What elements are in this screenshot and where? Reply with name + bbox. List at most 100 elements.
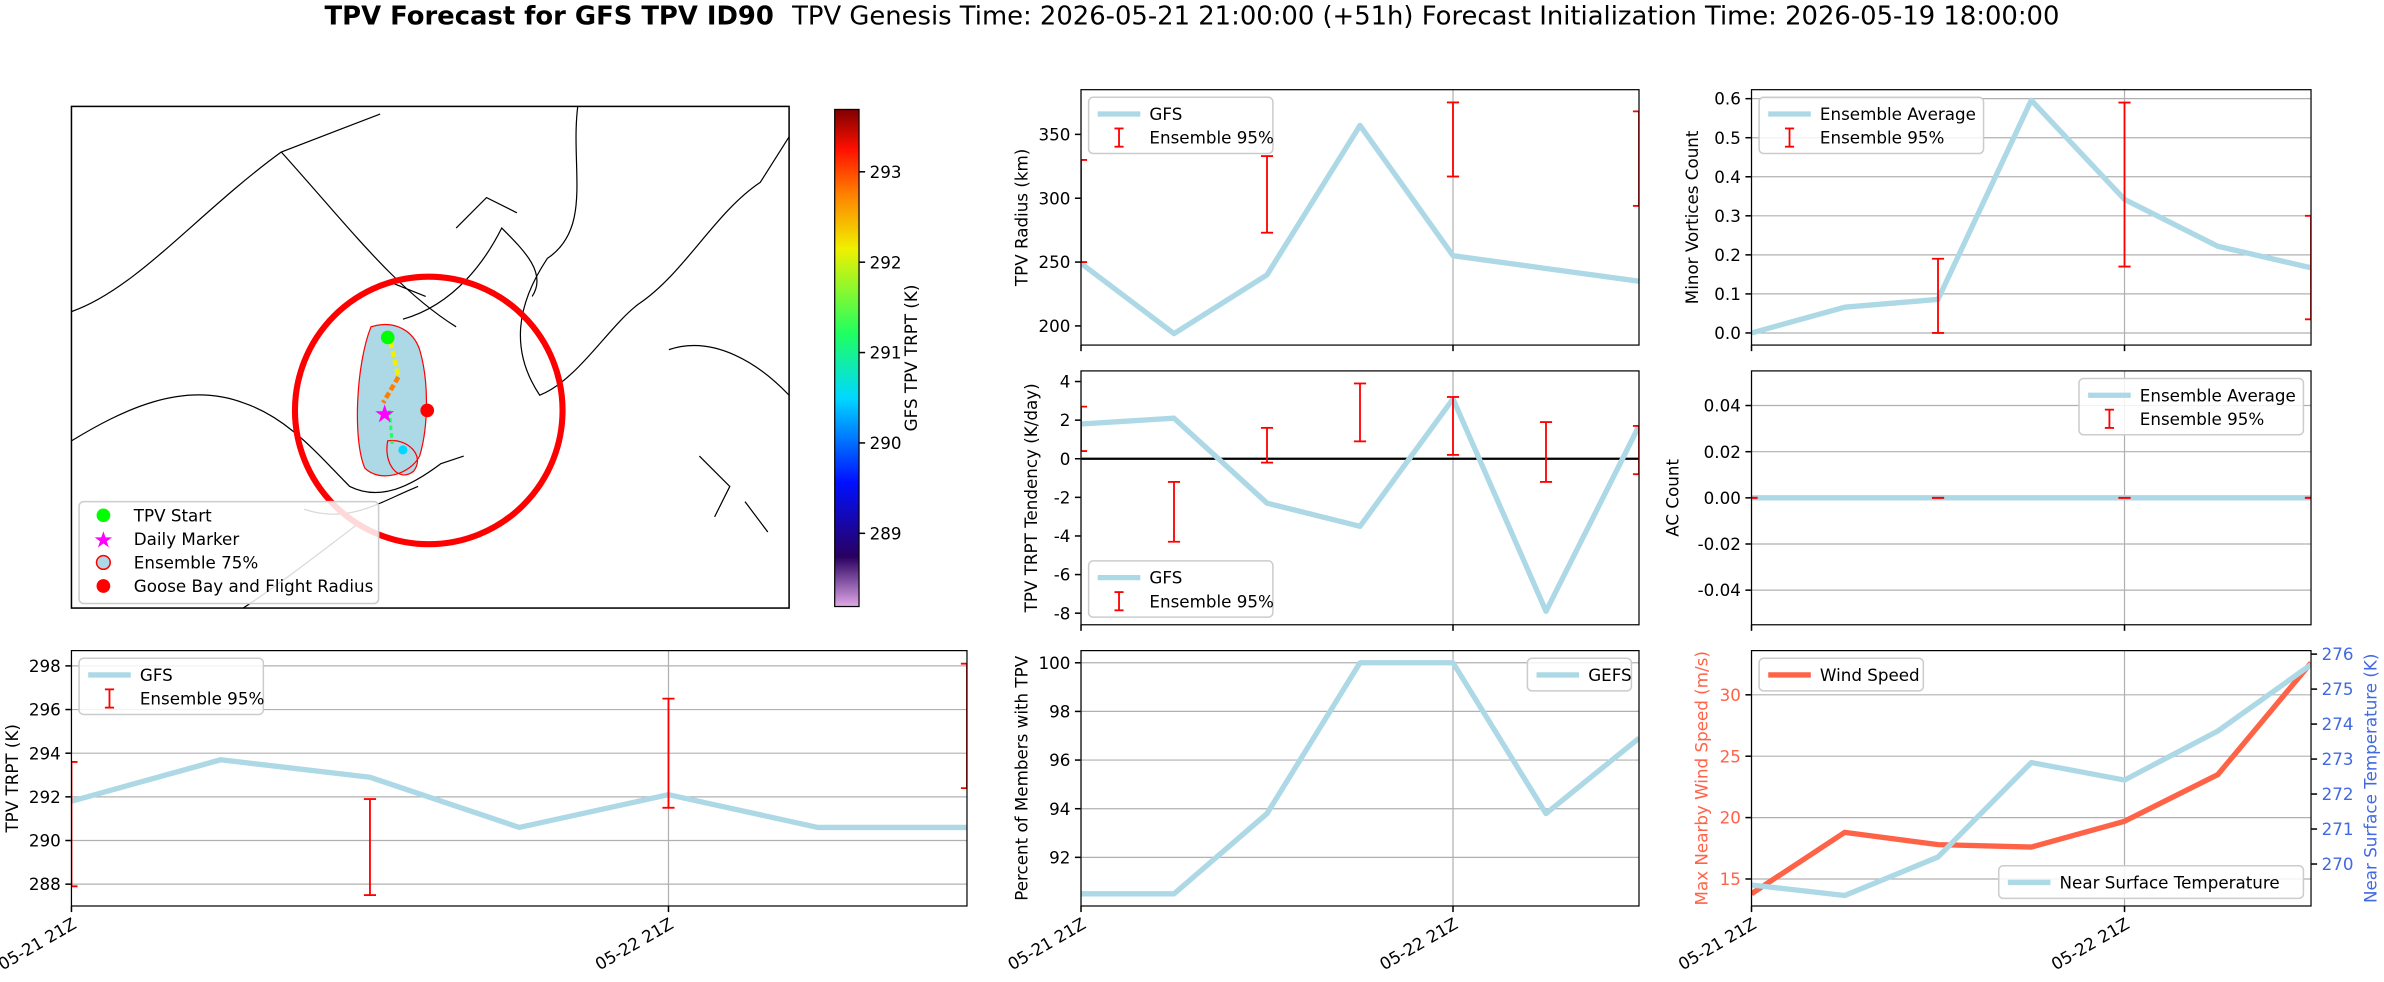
x-tick-label: 05-22 21Z: [1376, 913, 1461, 974]
legend-box: [1758, 96, 1985, 155]
y2-axis-label: Near Surface Temperature (K): [2361, 654, 2381, 903]
panel: 4 2 0 -2 -4 -6 -8 TPV TRPT Tendency (K/day) GFS E…: [1021, 370, 1640, 631]
y-tick-label: -0.04: [1698, 580, 1741, 600]
y-tick-label: 200: [1038, 316, 1070, 336]
error-bar: [1446, 396, 1460, 456]
flight-radius: [291, 273, 566, 548]
series: [71, 662, 967, 896]
legend-box: [2078, 377, 2305, 436]
y-tick-label: 350: [1038, 124, 1070, 144]
panel: 0.0 0.1 0.2 0.3 0.4 0.5 0.6 Minor Vortices Coun…: [1682, 89, 2312, 352]
daily-marker: [375, 404, 395, 423]
colorbar-bar: [834, 108, 860, 608]
y-tick-label: 94: [1049, 799, 1070, 819]
colorbar: 289 290 291 292 293 GFS TPV TRPT (K): [834, 108, 921, 608]
colorbar-tick-label: 289: [870, 523, 902, 543]
line: [71, 757, 967, 831]
colorbar-tick-label: 290: [870, 433, 902, 453]
y-tick-label: 0.1: [1714, 284, 1741, 304]
y-tick-label: 275: [2322, 679, 2354, 699]
line: [1081, 122, 1639, 337]
error-bar: [1081, 405, 1088, 452]
legend: Ensemble Average Ensemble 95%: [2078, 377, 2305, 436]
y-tick-label: 4: [1060, 372, 1071, 392]
error-bar: [1260, 426, 1274, 464]
panel: 288 290 292 294 296 298 05-21 21Z 05-22 21Z TPV …: [0, 650, 968, 974]
y-tick-label: 100: [1038, 653, 1070, 673]
error-bar: [2304, 214, 2312, 321]
y-tick-label: 15: [1720, 869, 1741, 889]
error-bar: [1260, 155, 1274, 234]
legend-label: Ensemble 95%: [1820, 128, 1944, 148]
y-tick-label: 30: [1720, 685, 1741, 705]
error-bar: [1446, 101, 1460, 178]
legend-label: Wind Speed: [1820, 665, 1920, 685]
series: [1081, 660, 1639, 897]
legend-label: GFS: [1149, 568, 1182, 588]
legend-label: Ensemble Average: [1820, 104, 1976, 124]
y-tick-label: 300: [1038, 188, 1070, 208]
ensemble-75-area: [356, 323, 428, 477]
plot-frame: [1750, 89, 2312, 346]
panel: 15 20 25 30 270 271 272 273 274 275 276 05-21 21Z 05…: [1675, 644, 2381, 974]
legend-label: GFS: [1149, 104, 1182, 124]
y-tick-label: 288: [29, 874, 61, 894]
y-tick-label: 273: [2322, 749, 2354, 769]
y-tick-label: 0.0: [1714, 323, 1741, 343]
legend-label: Ensemble 75%: [134, 553, 258, 573]
legend: Wind Speed: [1758, 657, 1925, 692]
y-tick-label: 290: [29, 831, 61, 851]
tpv-start: [380, 330, 395, 345]
colorbar-tick-label: 291: [870, 343, 902, 363]
line: [1751, 662, 2312, 899]
plot-frame: [1750, 650, 2312, 907]
y-tick-label: 0.04: [1704, 396, 1741, 416]
error-bar: [71, 761, 78, 888]
x-tick-label: 05-21 21Z: [0, 913, 80, 974]
line: [1751, 97, 2312, 336]
series: [1751, 661, 2312, 896]
y-tick-label: 2: [1060, 410, 1071, 430]
track: [381, 375, 401, 404]
subtitle: TPV Genesis Time: 2026-05-21 21:00:00 (+…: [791, 1, 2059, 31]
y-tick-label: -8: [1054, 603, 1071, 623]
y-tick-label: 92: [1049, 847, 1070, 867]
panel: 0.04 0.02 0.00 -0.02 -0.04 AC Count Ensemble A…: [1663, 370, 2312, 631]
legend-label: GFS: [140, 665, 173, 685]
legend-box: [1758, 657, 1925, 692]
legend-symbol: [95, 554, 111, 571]
plot-frame: [1080, 89, 1640, 346]
y-tick-label: 0.2: [1714, 245, 1741, 265]
legend-label: Ensemble 95%: [1149, 591, 1273, 611]
track-point: [398, 445, 408, 455]
x-tick-label: 05-21 21Z: [1004, 913, 1089, 974]
y-tick-label: 0.02: [1704, 442, 1741, 462]
plot-frame: [1080, 650, 1640, 907]
coastline: [519, 106, 790, 396]
legend: Ensemble Average Ensemble 95%: [1758, 96, 1985, 155]
y-tick-label: -2: [1054, 487, 1071, 507]
legend: GFS Ensemble 95%: [1087, 560, 1274, 618]
series: [71, 757, 967, 831]
legend-symbol: [96, 579, 111, 593]
y-tick-label: 274: [2322, 714, 2354, 734]
series: [1081, 122, 1639, 337]
plot-frame: [70, 650, 968, 907]
track: [388, 341, 401, 378]
y-tick-label: 0.6: [1714, 89, 1741, 109]
legend-symbol: [96, 508, 111, 523]
figure-title: TPV Forecast for GFS TPV ID90 TPV Genesis…: [325, 1, 2060, 31]
error-bar: [1931, 257, 1945, 334]
y-tick-label: -4: [1054, 526, 1071, 546]
y-tick-label: 296: [29, 700, 61, 720]
legend-label: Near Surface Temperature: [2060, 873, 2280, 893]
y-tick-label: 272: [2322, 784, 2354, 804]
y-tick-label: 294: [29, 743, 61, 763]
series: [1751, 97, 2312, 336]
y-axis-label: Minor Vortices Count: [1682, 130, 1702, 304]
legend-label: Goose Bay and Flight Radius: [134, 576, 373, 596]
plot-frame: [1080, 370, 1640, 626]
error-bar: [960, 662, 967, 790]
